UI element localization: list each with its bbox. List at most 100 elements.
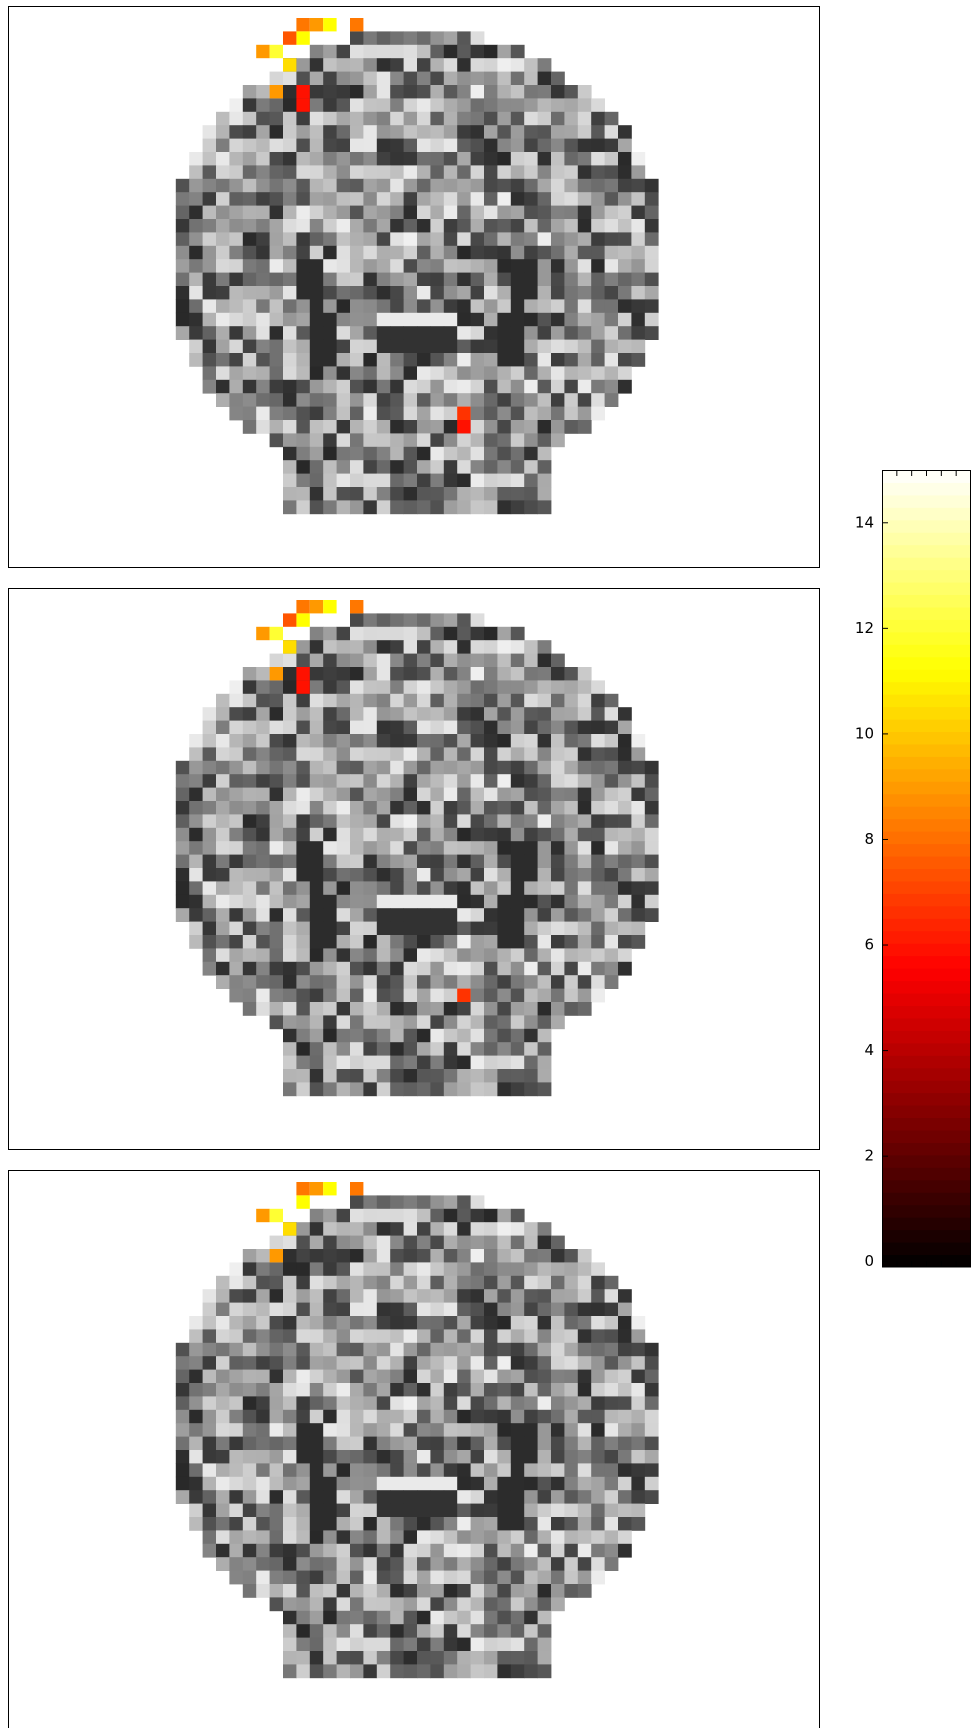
voxel <box>390 192 404 206</box>
voxel <box>471 680 485 694</box>
voxel <box>256 680 270 694</box>
voxel <box>229 1571 243 1585</box>
voxel <box>323 895 337 909</box>
voxel <box>229 788 243 802</box>
voxel <box>524 1477 538 1491</box>
voxel <box>605 908 619 922</box>
voxel <box>323 192 337 206</box>
voxel <box>605 1437 619 1451</box>
voxel <box>618 1490 632 1504</box>
voxel <box>310 948 324 962</box>
voxel <box>444 1477 458 1491</box>
voxel <box>390 1463 404 1477</box>
voxel <box>203 1544 217 1558</box>
voxel <box>390 139 404 153</box>
voxel <box>216 694 230 708</box>
voxel <box>511 1504 525 1518</box>
voxel <box>310 1517 324 1531</box>
voxel <box>203 1289 217 1303</box>
voxel <box>457 761 471 775</box>
voxel <box>390 1638 404 1652</box>
voxel <box>444 72 458 86</box>
voxel <box>511 219 525 233</box>
voxel <box>283 1463 297 1477</box>
voxel <box>350 1571 364 1585</box>
voxel <box>484 1262 498 1276</box>
voxel <box>591 1343 605 1357</box>
voxel <box>417 500 431 514</box>
voxel <box>484 1477 498 1491</box>
activation-voxel <box>270 1249 283 1262</box>
voxel <box>551 1289 565 1303</box>
voxel <box>404 246 418 260</box>
voxel <box>363 1015 377 1029</box>
voxel <box>430 433 444 447</box>
voxel <box>444 487 458 501</box>
voxel <box>216 1437 230 1451</box>
voxel <box>296 1069 310 1083</box>
voxel <box>363 1236 377 1250</box>
voxel <box>417 640 431 654</box>
voxel <box>256 841 270 855</box>
voxel <box>176 259 190 273</box>
voxel <box>270 1370 284 1384</box>
voxel <box>444 313 458 327</box>
voxel <box>511 801 525 815</box>
voxel <box>524 219 538 233</box>
voxel <box>605 828 619 842</box>
voxel <box>350 273 364 287</box>
voxel <box>404 1557 418 1571</box>
voxel <box>256 1584 270 1598</box>
voxel <box>377 206 391 220</box>
voxel <box>524 1222 538 1236</box>
voxel <box>296 1015 310 1029</box>
voxel <box>243 1477 257 1491</box>
voxel <box>229 1530 243 1544</box>
voxel <box>444 801 458 815</box>
voxel <box>216 393 230 407</box>
voxel <box>390 380 404 394</box>
voxel <box>256 868 270 882</box>
voxel <box>296 1383 310 1397</box>
voxel <box>337 192 351 206</box>
voxel <box>578 259 592 273</box>
voxel <box>471 232 485 246</box>
voxel <box>511 1437 525 1451</box>
voxel <box>363 895 377 909</box>
voxel <box>296 286 310 300</box>
voxel <box>377 407 391 421</box>
voxel <box>497 1624 511 1638</box>
voxel <box>484 1082 498 1096</box>
voxel <box>524 72 538 86</box>
voxel <box>323 922 337 936</box>
voxel <box>404 1303 418 1317</box>
voxel <box>189 814 203 828</box>
voxel <box>511 326 525 340</box>
voxel <box>283 500 297 514</box>
voxel <box>484 1597 498 1611</box>
voxel <box>390 828 404 842</box>
voxel <box>350 654 364 668</box>
voxel <box>605 774 619 788</box>
voxel <box>471 627 485 641</box>
voxel <box>578 1423 592 1437</box>
voxel <box>497 694 511 708</box>
voxel <box>229 1262 243 1276</box>
voxel <box>256 1437 270 1451</box>
voxel <box>350 1262 364 1276</box>
voxel <box>350 774 364 788</box>
voxel <box>605 881 619 895</box>
voxel <box>457 192 471 206</box>
voxel <box>551 313 565 327</box>
voxel <box>605 841 619 855</box>
voxel <box>497 1329 511 1343</box>
voxel <box>605 393 619 407</box>
voxel <box>377 1611 391 1625</box>
voxel <box>524 407 538 421</box>
voxel <box>430 1222 444 1236</box>
voxel <box>229 340 243 354</box>
voxel <box>377 45 391 59</box>
voxel <box>471 1463 485 1477</box>
voxel <box>310 246 324 260</box>
voxel <box>457 1069 471 1083</box>
